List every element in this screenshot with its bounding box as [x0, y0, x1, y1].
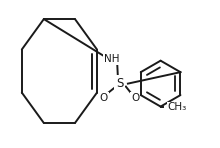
Text: S: S [116, 77, 124, 90]
Text: CH₃: CH₃ [167, 102, 187, 112]
Text: O: O [99, 93, 108, 103]
Text: NH: NH [104, 54, 120, 64]
Text: O: O [131, 93, 139, 103]
